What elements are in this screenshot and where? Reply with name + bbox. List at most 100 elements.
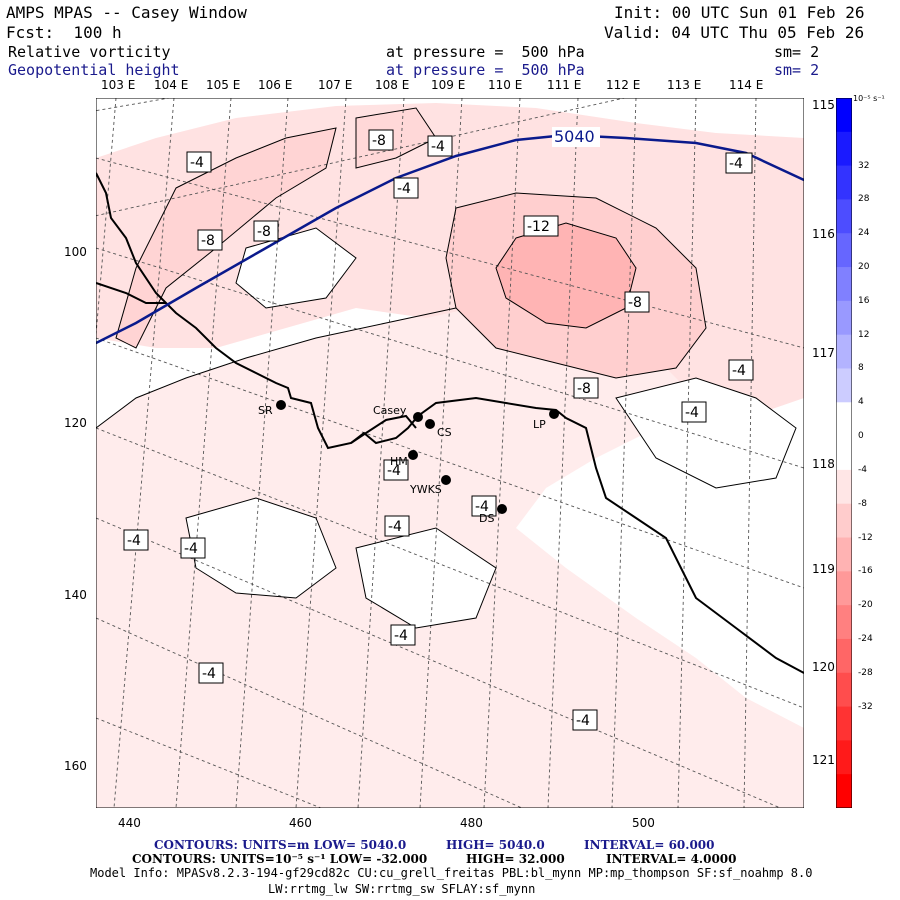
height-label-box (552, 127, 600, 147)
svg-text:-8: -8 (372, 133, 386, 149)
vort-label: -4 (572, 709, 598, 731)
svg-text:LP: LP (533, 418, 546, 431)
station-casey: Casey (373, 404, 423, 422)
vort-label: -4 (725, 152, 753, 174)
lon-label: 105 E (206, 78, 241, 92)
y-tick-label: 140 (64, 588, 87, 602)
x-tick-label: 440 (118, 816, 141, 830)
colorbar-tick-label: -28 (858, 667, 873, 678)
svg-text:-12: -12 (527, 219, 550, 235)
colorbar-swatch (836, 503, 852, 539)
colorbar-swatch (836, 672, 852, 708)
station-lp: LP (533, 409, 559, 431)
plot-title: AMPS MPAS -- Casey Window (6, 3, 247, 22)
lon-label: 112 E (606, 78, 641, 92)
vorticity-labels: -4 -8 -4 -4 -8 -8 -4 -12 -8 -4 -8 -4 -4 … (123, 129, 754, 731)
vorticity-map: 5040 -4 -8 -4 -4 -8 -8 -4 -12 -8 -4 -8 -… (96, 98, 804, 808)
svg-text:-4: -4 (732, 363, 746, 379)
svg-text:-4: -4 (387, 463, 401, 479)
colorbar-tick-label: -32 (858, 701, 873, 712)
lon-label: 109 E (431, 78, 466, 92)
colorbar-tick-label: 4 (858, 397, 864, 408)
lon-label: 108 E (375, 78, 410, 92)
geopotential-height-contour (96, 133, 804, 345)
colorbar-tick-label: -12 (858, 532, 873, 543)
svg-text:-8: -8 (257, 224, 271, 240)
lon-label: 113 E (667, 78, 702, 92)
colorbar-swatch (836, 774, 852, 808)
vort-label: -4 (471, 495, 497, 517)
vort-label: -4 (393, 177, 419, 199)
svg-text:-4: -4 (127, 533, 141, 549)
colorbar-tick-label: 8 (858, 363, 864, 374)
station-sr: SR (258, 400, 286, 417)
vort-label: -4 (390, 624, 416, 646)
vort-contour-info: CONTOURS: UNITS=10⁻⁵ s⁻¹ LOW= -32.000 (132, 852, 428, 866)
colorbar-swatch (836, 605, 852, 640)
vort-label: -4 (383, 459, 409, 481)
colorbar-swatch (836, 469, 852, 505)
colorbar-tick-label: 24 (858, 228, 870, 239)
colorbar-swatch (836, 706, 852, 741)
vort-label: -4 (186, 151, 212, 173)
colorbar-swatch (836, 199, 852, 234)
svg-text:Casey: Casey (373, 404, 407, 417)
svg-text:-4: -4 (576, 713, 590, 729)
svg-text:-4: -4 (397, 181, 411, 197)
svg-text:YWKS: YWKS (409, 483, 442, 496)
colorbar-tick-label: -16 (858, 566, 873, 577)
station-ywks: YWKS (409, 475, 451, 496)
svg-text:-4: -4 (202, 666, 216, 682)
vort-label: -8 (624, 291, 650, 313)
vort-label: -4 (681, 401, 707, 423)
vorticity-contours (96, 107, 797, 629)
vort-contour-high: HIGH= 32.000 (466, 852, 565, 866)
colorbar-swatch (836, 740, 852, 775)
station-hm: HM (390, 450, 418, 468)
y-tick-label: 100 (64, 245, 87, 259)
height-contour-label: 5040 (554, 127, 595, 146)
vort-contour-interval: INTERVAL= 4.0000 (606, 852, 737, 866)
vort-label: -4 (198, 662, 224, 684)
colorbar-tick-label: 32 (858, 160, 870, 171)
stations: SR Casey CS LP HM YWKS DS (258, 400, 559, 525)
field1-pressure: at pressure = 500 hPa (386, 43, 585, 61)
svg-text:DS: DS (479, 512, 494, 525)
svg-text:HM: HM (390, 455, 408, 468)
init-time: Init: 00 UTC Sun 01 Feb 26 (614, 3, 865, 22)
svg-text:-4: -4 (685, 405, 699, 421)
height-contour-info: CONTOURS: UNITS=m LOW= 5040.0 (154, 838, 407, 852)
field1-name: Relative vorticity (8, 43, 171, 61)
y-tick-label: 160 (64, 759, 87, 773)
colorbar-tick-label: -24 (858, 633, 873, 644)
colorbar-swatch (836, 334, 852, 369)
graticule (96, 98, 804, 808)
station-ds: DS (479, 504, 507, 525)
colorbar-tick-label: -20 (858, 600, 873, 611)
vort-label: -8 (368, 129, 394, 151)
colorbar-unit-label: 10⁻⁵ s⁻¹ (853, 94, 885, 103)
valid-time: Valid: 04 UTC Thu 05 Feb 26 (604, 23, 865, 42)
svg-text:-4: -4 (729, 156, 743, 172)
vort-label: -8 (573, 377, 599, 399)
colorbar-tick-label: 0 (858, 431, 864, 442)
x-tick-label: 500 (632, 816, 655, 830)
colorbar-tick-label: 20 (858, 262, 870, 273)
lon-label: 106 E (258, 78, 293, 92)
vort-label: -12 (523, 215, 559, 237)
model-info: Model Info: MPASv8.2.3-194-gf29cd82c CU:… (90, 866, 813, 880)
svg-text:-4: -4 (431, 139, 445, 155)
vort-label: -4 (180, 537, 206, 559)
vort-label: -4 (123, 529, 149, 551)
colorbar-swatch (836, 233, 852, 268)
colorbar-swatch (836, 300, 852, 336)
colorbar-swatch (836, 131, 852, 167)
height-contour-high: HIGH= 5040.0 (446, 838, 545, 852)
station-cs: CS (425, 419, 452, 439)
height-contour-interval: INTERVAL= 60.000 (584, 838, 715, 852)
vort-label: -4 (728, 359, 754, 381)
coastline (96, 172, 804, 674)
x-tick-label: 480 (460, 816, 483, 830)
model-info-line2: LW:rrtmg_lw SW:rrtmg_sw SFLAY:sf_mynn (268, 882, 536, 896)
colorbar-swatch (836, 571, 852, 606)
